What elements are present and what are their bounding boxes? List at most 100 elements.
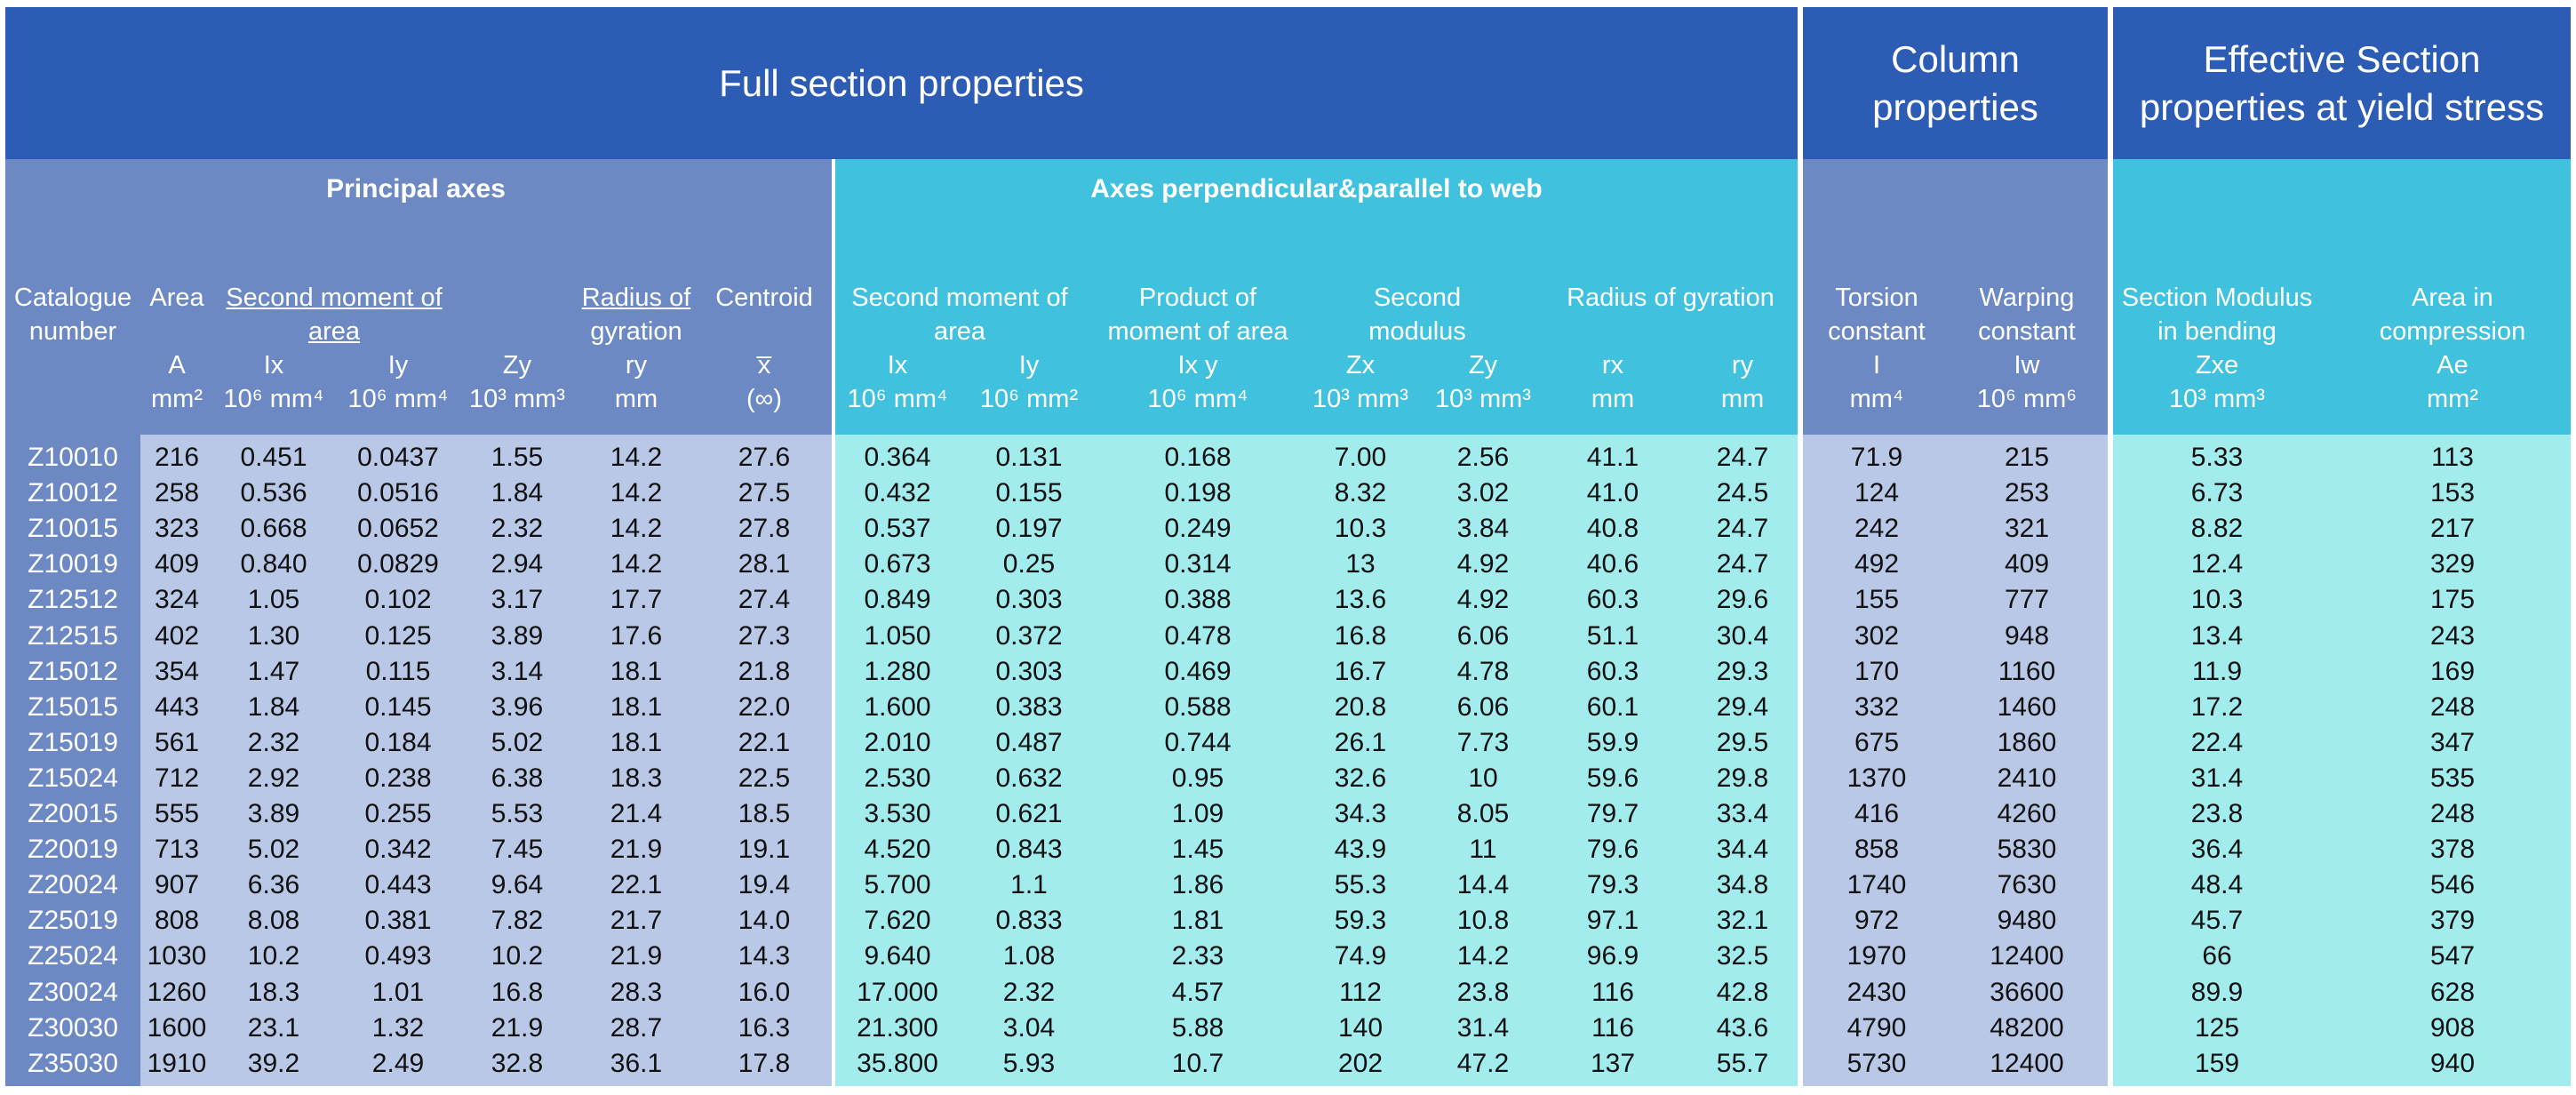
cell-warping-constant: 7630 [1997, 870, 2057, 900]
cell-principal-iy: 0.102 [364, 585, 432, 615]
cell-ae: 113 [2431, 443, 2474, 472]
header-catalogue-l2: number [28, 317, 117, 346]
header-area-label: Area [149, 284, 204, 312]
cell-web-zy: 10.8 [1456, 906, 1510, 936]
cell-rx: 137 [1590, 1048, 1636, 1078]
header-warping-l1: Warping [1979, 284, 2075, 312]
cell-web-ry: 43.6 [1716, 1012, 1769, 1043]
cell-torsion-constant: 1970 [1846, 941, 1907, 971]
header-torsion-unit: mm⁴ [1849, 385, 1904, 413]
cell-principal-ry: 14.2 [610, 514, 663, 544]
cell-ae: 379 [2429, 906, 2476, 936]
cell-zx: 140 [1337, 1012, 1384, 1043]
cell-zxe: 159 [2194, 1048, 2240, 1078]
cell-ae: 547 [2429, 941, 2476, 971]
header-web-ry-symbol: ry [1731, 351, 1754, 380]
cell-rx: 41.0 [1586, 478, 1639, 508]
header-web-ix-symbol: Ix [887, 351, 908, 380]
cell-web-ix: 0.673 [864, 549, 931, 579]
cell-zx: 8.32 [1334, 478, 1387, 508]
cell-torsion-constant: 1370 [1846, 763, 1907, 793]
cell-web-iy: 0.25 [1002, 549, 1056, 579]
cell-catalogue-number: Z20019 [28, 835, 118, 865]
cell-warping-constant: 215 [2004, 443, 2050, 472]
cell-principal-ry: 21.9 [610, 835, 663, 865]
cell-catalogue-number: Z10015 [28, 514, 118, 544]
catalogue-column-band [5, 435, 140, 1086]
cell-centroid: 27.3 [738, 620, 791, 651]
header-second-moment-l2: area [307, 317, 361, 346]
header-web-second-moment-l2: area [933, 317, 986, 346]
header-torsion-constant: Torsion constant I mm⁴ [1806, 281, 1948, 416]
cell-catalogue-number: Z15015 [28, 691, 118, 722]
cell-torsion-constant: 4790 [1846, 1012, 1907, 1043]
cell-web-ix: 0.364 [864, 443, 931, 472]
cell-web-ry: 29.3 [1716, 656, 1769, 686]
cell-web-iy: 0.197 [995, 514, 1063, 544]
cell-zx: 43.9 [1334, 835, 1387, 865]
header-web-second-moment: Second moment of area [835, 281, 1084, 348]
cell-area: 713 [154, 835, 200, 865]
cell-principal-zy: 5.53 [490, 799, 544, 828]
cell-centroid: 17.8 [738, 1048, 791, 1078]
cell-principal-ix: 0.536 [240, 478, 307, 508]
cell-principal-ix: 1.30 [247, 620, 300, 651]
cell-web-zy: 23.8 [1456, 977, 1510, 1007]
cell-product-ixy: 0.314 [1164, 549, 1232, 579]
header-area-symbol: A [168, 351, 186, 380]
cell-rx: 79.3 [1586, 870, 1639, 900]
cell-web-ry: 42.8 [1716, 977, 1769, 1007]
cell-web-iy: 1.1 [1010, 870, 1048, 900]
cell-web-zy: 14.2 [1456, 941, 1510, 971]
cell-product-ixy: 1.81 [1171, 906, 1224, 936]
cell-principal-ix: 1.84 [247, 691, 300, 722]
title-effective-line1: Effective Section [2203, 37, 2481, 80]
cell-zx: 32.6 [1334, 763, 1387, 793]
cell-warping-constant: 253 [2004, 478, 2050, 508]
header-zx-symbol: Zx [1345, 351, 1376, 380]
header-area-compression-l2: compression [2379, 317, 2526, 346]
cell-web-ix: 1.280 [864, 656, 931, 686]
header-web-iy: Iy 10⁶ mm² [967, 348, 1091, 416]
cell-web-ry: 34.4 [1716, 835, 1769, 865]
header-second-moment-l1: Second moment of [226, 284, 443, 312]
header-second-modulus-l2: modulus [1368, 317, 1466, 346]
cell-centroid: 19.4 [738, 870, 791, 900]
cell-catalogue-number: Z15024 [28, 763, 118, 793]
cell-warping-constant: 948 [2004, 620, 2050, 651]
cell-rx: 51.1 [1586, 620, 1639, 651]
cell-web-zy: 7.73 [1456, 727, 1510, 757]
cell-torsion-constant: 242 [1854, 514, 1900, 544]
cell-rx: 96.9 [1586, 941, 1639, 971]
cell-torsion-constant: 302 [1854, 620, 1900, 651]
cell-product-ixy: 0.478 [1164, 620, 1232, 651]
cell-product-ixy: 2.33 [1171, 941, 1224, 971]
cell-torsion-constant: 332 [1854, 691, 1900, 722]
cell-centroid: 22.0 [738, 691, 791, 722]
cell-ae: 175 [2429, 585, 2476, 615]
cell-web-zy: 10 [1468, 763, 1498, 793]
cell-area: 555 [154, 799, 200, 828]
cell-area: 354 [154, 656, 200, 686]
cell-torsion-constant: 124 [1854, 478, 1900, 508]
header-web-zy-unit: 10³ mm³ [1435, 385, 1531, 413]
header-ae-unit: mm² [2427, 385, 2478, 413]
cell-zxe: 11.9 [2191, 656, 2243, 686]
cell-warping-constant: 777 [2004, 585, 2050, 615]
cell-web-iy: 0.621 [995, 799, 1063, 828]
cell-web-zy: 3.02 [1456, 478, 1510, 508]
cell-zxe: 23.8 [2190, 799, 2244, 828]
header-zxe-symbol: Zxe [2195, 351, 2239, 380]
cell-catalogue-number: Z20015 [28, 799, 118, 828]
cell-rx: 79.7 [1586, 799, 1639, 828]
cell-principal-ry: 21.9 [610, 941, 663, 971]
cell-centroid: 18.5 [738, 799, 791, 828]
cell-torsion-constant: 675 [1854, 727, 1900, 757]
cell-torsion-constant: 1740 [1846, 870, 1907, 900]
cell-principal-ry: 28.3 [610, 977, 663, 1007]
cell-web-iy: 0.372 [995, 620, 1063, 651]
cell-web-iy: 0.487 [995, 727, 1063, 757]
cell-warping-constant: 2410 [1997, 763, 2057, 793]
cell-zx: 16.7 [1334, 656, 1387, 686]
header-web-ry: ry mm [1694, 348, 1791, 416]
